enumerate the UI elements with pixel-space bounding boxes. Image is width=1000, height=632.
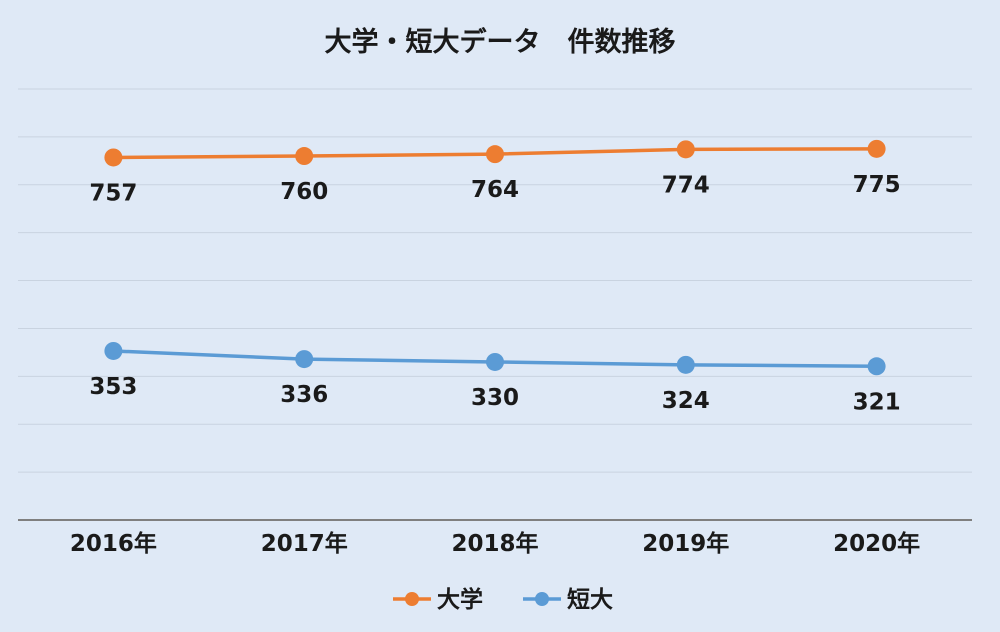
data-label: 321 bbox=[853, 389, 901, 415]
data-label: 336 bbox=[280, 382, 328, 408]
data-point bbox=[104, 341, 123, 360]
data-point bbox=[676, 355, 695, 374]
data-label: 764 bbox=[471, 177, 519, 203]
x-tick-label: 2017年 bbox=[261, 530, 348, 557]
data-point bbox=[676, 140, 695, 159]
legend-item: 大学 bbox=[393, 586, 483, 613]
legend-marker bbox=[535, 592, 549, 606]
data-label: 324 bbox=[662, 388, 710, 414]
data-point bbox=[867, 357, 886, 376]
data-label: 353 bbox=[89, 374, 137, 400]
data-point bbox=[867, 139, 886, 158]
data-label: 775 bbox=[853, 172, 901, 198]
data-point bbox=[104, 148, 123, 167]
x-tick-label: 2020年 bbox=[833, 530, 920, 557]
data-label: 760 bbox=[280, 179, 328, 205]
data-point bbox=[486, 352, 504, 371]
data-point bbox=[295, 350, 314, 369]
x-tick-label: 2016年 bbox=[70, 530, 157, 557]
legend-marker bbox=[405, 592, 419, 606]
data-point bbox=[295, 147, 314, 166]
data-label: 774 bbox=[662, 172, 710, 198]
x-tick-label: 2019年 bbox=[642, 530, 729, 557]
data-label: 330 bbox=[471, 385, 519, 411]
legend-label: 大学 bbox=[437, 586, 483, 613]
chart-title: 大学・短大データ 件数推移 bbox=[324, 27, 676, 58]
data-point bbox=[486, 145, 504, 164]
legend-label: 短大 bbox=[567, 586, 613, 613]
x-tick-label: 2018年 bbox=[451, 530, 538, 557]
legend-item: 短大 bbox=[523, 586, 613, 613]
data-label: 757 bbox=[89, 180, 137, 206]
